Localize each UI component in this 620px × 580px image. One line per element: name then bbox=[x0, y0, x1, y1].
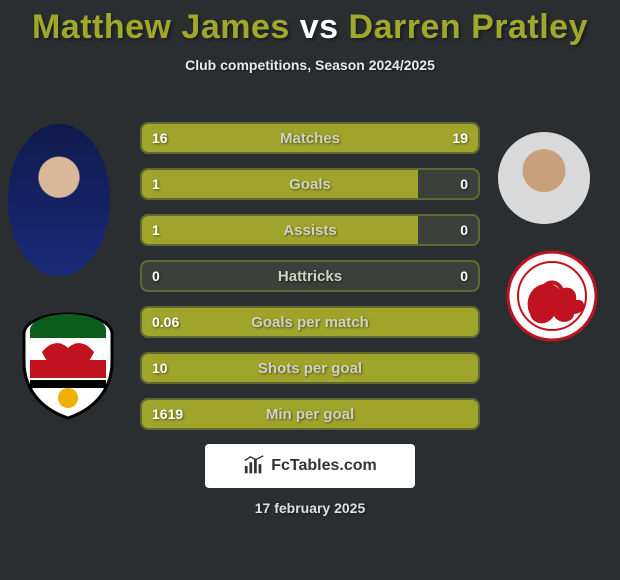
stats-table: 16Matches191Goals01Assists00Hattricks00.… bbox=[140, 122, 480, 444]
stat-row: 16Matches19 bbox=[140, 122, 480, 154]
comparison-subtitle: Club competitions, Season 2024/2025 bbox=[0, 57, 620, 73]
stat-value-right: 19 bbox=[452, 124, 468, 152]
stat-label: Hattricks bbox=[142, 262, 478, 290]
stat-row: 0Hattricks0 bbox=[140, 260, 480, 292]
stat-value-right: 0 bbox=[460, 170, 468, 198]
stat-row: 10Shots per goal bbox=[140, 352, 480, 384]
player2-name: Darren Pratley bbox=[349, 8, 588, 46]
site-badge[interactable]: FcTables.com bbox=[205, 444, 415, 488]
player1-name: Matthew James bbox=[32, 8, 290, 46]
stat-row: 1Goals0 bbox=[140, 168, 480, 200]
stat-label: Goals bbox=[142, 170, 478, 198]
stat-label: Goals per match bbox=[142, 308, 478, 336]
stat-label: Matches bbox=[142, 124, 478, 152]
player2-club-crest bbox=[502, 250, 602, 342]
title-vs: vs bbox=[300, 8, 339, 46]
comparison-title: Matthew James vs Darren Pratley bbox=[0, 0, 620, 47]
stat-label: Shots per goal bbox=[142, 354, 478, 382]
stat-row: 1619Min per goal bbox=[140, 398, 480, 430]
player1-avatar bbox=[8, 124, 110, 276]
stat-label: Min per goal bbox=[142, 400, 478, 428]
stat-value-right: 0 bbox=[460, 262, 468, 290]
stat-row: 0.06Goals per match bbox=[140, 306, 480, 338]
barchart-icon bbox=[243, 455, 265, 477]
site-name: FcTables.com bbox=[271, 457, 377, 475]
comparison-date: 17 february 2025 bbox=[0, 500, 620, 516]
stat-value-right: 0 bbox=[460, 216, 468, 244]
player2-avatar bbox=[498, 132, 590, 224]
stat-label: Assists bbox=[142, 216, 478, 244]
player1-club-crest bbox=[18, 308, 118, 420]
stat-row: 1Assists0 bbox=[140, 214, 480, 246]
